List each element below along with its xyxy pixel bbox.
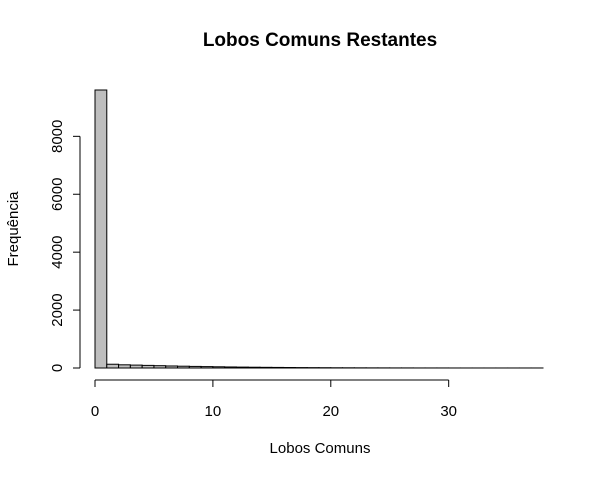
x-tick-label: 0 [91, 403, 99, 420]
y-axis-label: Frequência [5, 191, 22, 267]
histogram-bar [248, 367, 260, 368]
histogram-bar [178, 366, 190, 368]
histogram-bar [225, 367, 237, 368]
histogram-bar [201, 367, 213, 368]
y-tick-label: 8000 [49, 120, 66, 153]
histogram-bar [213, 367, 225, 368]
histogram-bars [95, 90, 543, 368]
y-tick-label: 4000 [49, 235, 66, 268]
histogram-bar [142, 365, 154, 368]
histogram-bar [107, 364, 119, 368]
y-tick-label: 2000 [49, 293, 66, 326]
x-axis-label: Lobos Comuns [270, 440, 371, 457]
x-tick-label: 10 [205, 403, 222, 420]
histogram-bar [189, 366, 201, 368]
histogram-bar [119, 365, 131, 368]
histogram-bar [260, 367, 272, 368]
y-axis: 0 2000 4000 6000 8000 [49, 120, 80, 373]
y-tick-label: 0 [49, 364, 66, 372]
chart-title: Lobos Comuns Restantes [203, 30, 437, 51]
histogram-bar [166, 366, 178, 368]
y-tick-label: 6000 [49, 178, 66, 211]
x-axis: 0 10 20 30 [91, 380, 457, 420]
histogram-bar [154, 366, 166, 368]
x-tick-label: 30 [440, 403, 457, 420]
histogram-bar [95, 90, 107, 368]
histogram-bar [272, 367, 284, 368]
x-tick-label: 20 [322, 403, 339, 420]
histogram-bar [236, 367, 248, 368]
histogram-bar [130, 365, 142, 368]
